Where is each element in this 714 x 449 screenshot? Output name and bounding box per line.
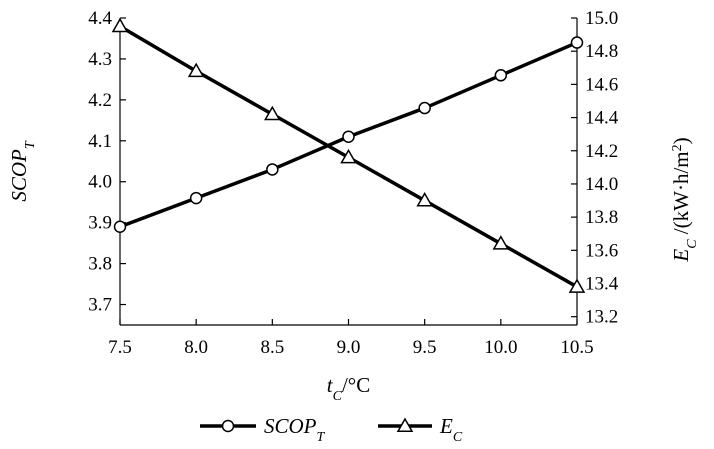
y-left-axis-title: SCOPT xyxy=(7,140,38,202)
data-point-e-c xyxy=(492,235,510,250)
legend-marker-e-c xyxy=(396,417,414,432)
x-tick-label: 9.5 xyxy=(413,337,437,358)
data-point-scop-t xyxy=(418,101,431,115)
data-point-e-c xyxy=(187,62,205,78)
y-left-tick-label: 4.0 xyxy=(88,172,112,193)
labels: 7.5 8.0 8.5 9.0 9.5 10.0 10.5 3.7 3.8 3.9 4.0 4.1 4.… xyxy=(7,8,700,404)
data-point-scop-t xyxy=(494,69,508,82)
x-axis-title: tC/°C xyxy=(327,373,370,404)
legend: SCOPT EC xyxy=(200,414,463,445)
y-right-tick-label: 13.8 xyxy=(585,207,618,228)
data-point-e-c xyxy=(340,148,357,164)
y-right-tick-label: 13.2 xyxy=(585,307,618,328)
y-left-tick-label: 3.8 xyxy=(88,254,112,275)
y-left-tick-label: 3.7 xyxy=(88,295,112,316)
data-point-scop-t xyxy=(189,191,203,205)
x-tick-label: 7.5 xyxy=(108,337,132,358)
y-right-tick-label: 13.6 xyxy=(585,240,618,261)
y-right-tick-label: 14.6 xyxy=(585,74,618,95)
data-point-e-c xyxy=(416,192,433,207)
x-tick-label: 10.5 xyxy=(560,337,593,358)
y-right-tick-label: 14.8 xyxy=(585,41,618,62)
y-left-tick-label: 3.9 xyxy=(88,213,112,234)
data-point-scop-t xyxy=(342,130,355,143)
data-point-e-c xyxy=(568,278,586,293)
y-left-tick-label: 4.1 xyxy=(88,131,112,152)
data-point-scop-t xyxy=(570,36,584,49)
y-left-tick-label: 4.4 xyxy=(88,8,112,29)
legend-label-scop-t: SCOPT xyxy=(264,414,326,445)
x-tick-label: 8.5 xyxy=(260,337,284,358)
data-point-e-c xyxy=(264,105,281,121)
legend-label-e-c: EC xyxy=(439,414,463,445)
y-right-axis-title: EC /(kW·h/m2) xyxy=(669,137,700,262)
data-point-scop-t xyxy=(266,163,279,176)
y-left-tick-label: 4.3 xyxy=(88,49,112,70)
legend-marker-scop-t xyxy=(221,419,235,433)
x-tick-label: 9.0 xyxy=(337,337,361,358)
y-left-tick-label: 4.2 xyxy=(88,90,112,111)
series-layer xyxy=(111,17,586,293)
data-point-e-c xyxy=(111,17,129,33)
y-right-tick-label: 14.0 xyxy=(585,174,618,195)
y-right-tick-label: 15.0 xyxy=(585,8,618,29)
x-tick-label: 10.0 xyxy=(484,337,517,358)
y-right-tick-label: 14.4 xyxy=(585,108,619,129)
axes xyxy=(119,17,578,326)
y-right-tick-label: 13.4 xyxy=(585,274,619,295)
x-tick-label: 8.0 xyxy=(184,337,208,358)
data-point-scop-t xyxy=(113,220,127,234)
y-right-tick-label: 14.2 xyxy=(585,141,618,162)
